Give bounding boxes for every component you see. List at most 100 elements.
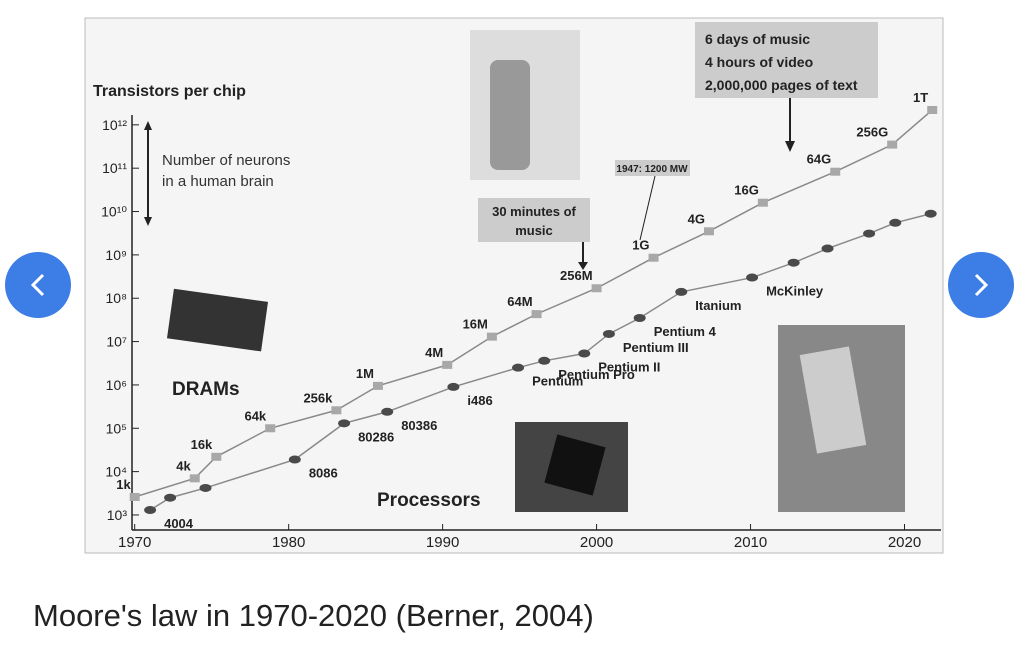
dram-point [927, 106, 938, 114]
point-label: Pentium II [598, 360, 660, 375]
x-tick-label: 2000 [580, 534, 613, 551]
processor-point [863, 229, 876, 238]
y-tick-label: 10⁵ [106, 420, 127, 436]
processor-point [288, 455, 301, 464]
dram-point [211, 452, 222, 461]
point-label: Pentium [532, 374, 583, 389]
annotation: DRAMs [172, 379, 240, 400]
point-label: 256k [303, 390, 333, 405]
processor-chip [544, 434, 606, 496]
processor-point [512, 363, 525, 372]
phone-shape [490, 60, 530, 170]
callout-arrowhead [785, 141, 795, 152]
callout-box [478, 198, 590, 242]
dram-point [129, 492, 140, 501]
point-label: 4G [688, 211, 705, 226]
point-label: 256M [560, 268, 593, 283]
callout-line [639, 175, 656, 241]
processor-point [338, 419, 351, 428]
callout-box [695, 22, 878, 98]
annotation: Number of neurons [162, 152, 290, 169]
dram-point [372, 381, 383, 390]
point-label: 64k [244, 408, 266, 423]
point-label: 16G [734, 183, 759, 198]
arrowhead [144, 217, 152, 226]
point-label: McKinley [766, 284, 824, 299]
processor-point [447, 382, 460, 391]
dram-point [757, 198, 768, 207]
dram-point [591, 284, 602, 293]
trend-line [134, 109, 933, 498]
point-label: 256G [856, 125, 888, 140]
caption: Moore's law in 1970-2020 (Berner, 2004) [33, 598, 594, 633]
point-label: 1M [356, 366, 374, 381]
point-label: 1k [116, 477, 131, 492]
processor-point [164, 493, 177, 502]
point-label: Pentium III [623, 340, 689, 355]
dram-point [442, 360, 453, 369]
chip-photo [166, 288, 269, 352]
callout-arrowhead [578, 262, 588, 270]
point-label: 4k [176, 458, 191, 473]
y-tick-label: 10⁴ [105, 464, 127, 480]
point-label: i486 [467, 393, 492, 408]
dram-point [648, 253, 659, 262]
dram-point [830, 167, 841, 176]
y-axis-label: Transistors per chip [93, 83, 246, 100]
processor-point [787, 258, 800, 267]
x-tick-label: 2010 [734, 534, 767, 551]
annotation: 4 hours of video [705, 54, 813, 70]
point-label: Pentium 4 [654, 324, 717, 339]
annotation: Processors [377, 490, 481, 511]
dram-point [331, 406, 342, 415]
x-tick-label: 1980 [272, 534, 305, 551]
annotation: 1947: 1200 MW [616, 164, 688, 175]
pda-screen [799, 346, 867, 454]
y-tick-label: 10⁷ [106, 334, 127, 350]
processor-point [889, 218, 902, 227]
point-label: 4004 [164, 516, 194, 531]
processor-point [144, 506, 157, 515]
processor-point [633, 313, 646, 322]
point-label: 16k [191, 437, 213, 452]
next-button[interactable] [948, 252, 1014, 318]
arrowhead [144, 121, 152, 130]
y-tick-label: 10¹⁰ [101, 204, 127, 220]
point-label: Pentium Pro [558, 367, 635, 382]
annotation: 6 days of music [705, 31, 810, 47]
point-label: 1T [913, 90, 928, 105]
annotation: 30 minutes of [492, 204, 576, 219]
point-label: 4M [425, 345, 443, 360]
prev-icon [30, 273, 45, 297]
processor-point [746, 273, 759, 282]
x-tick-label: 1990 [426, 534, 459, 551]
annotation: in a human brain [162, 173, 274, 190]
x-tick-label: 1970 [118, 534, 151, 551]
processor-point [924, 209, 937, 218]
dram-point [531, 310, 542, 319]
point-label: 64G [807, 152, 832, 167]
y-tick-label: 10³ [107, 507, 128, 523]
y-tick-label: 10⁹ [105, 247, 127, 263]
processor-point [821, 244, 834, 253]
processor-point [538, 356, 551, 365]
callout-box [615, 160, 690, 176]
processor-point [578, 349, 591, 358]
dram-point [486, 332, 497, 341]
prev-button[interactable] [5, 252, 71, 318]
point-label: 8086 [309, 466, 338, 481]
y-tick-label: 10¹¹ [102, 160, 127, 176]
point-label: 80386 [401, 418, 437, 433]
y-tick-label: 10⁸ [106, 290, 128, 306]
next-icon [974, 273, 989, 297]
x-tick-label: 2020 [888, 534, 921, 551]
chart: Transistors per chip Number of neurons i… [84, 17, 944, 554]
annotation: 2,000,000 pages of text [705, 77, 858, 93]
processor-point [602, 329, 615, 338]
processor-point [675, 287, 688, 296]
point-label: 80286 [358, 429, 394, 444]
point-label: 16M [463, 317, 488, 332]
dram-point [265, 424, 276, 433]
dram-point [189, 474, 200, 483]
